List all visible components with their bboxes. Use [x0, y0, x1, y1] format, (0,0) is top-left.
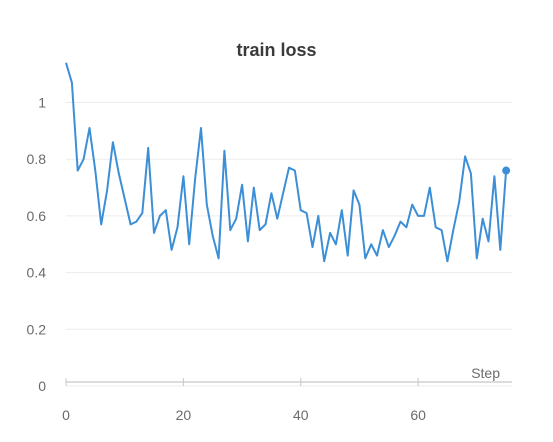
y-tick-label: 1: [38, 95, 46, 111]
y-tick-label: 0.2: [27, 321, 47, 337]
y-tick-label: 0: [38, 378, 46, 394]
x-tick-label: 40: [293, 407, 309, 423]
x-tick-label: 20: [176, 407, 192, 423]
y-tick-label: 0.4: [27, 265, 47, 281]
x-tick-label: 60: [410, 407, 426, 423]
y-tick-label: 0.8: [27, 151, 47, 167]
x-tick-label: 0: [62, 407, 70, 423]
series-end-point: [502, 166, 511, 175]
y-tick-label: 0.6: [27, 208, 47, 224]
x-axis-label: Step: [471, 365, 500, 381]
chart-title: train loss: [236, 40, 317, 60]
series-line: [65, 62, 508, 263]
